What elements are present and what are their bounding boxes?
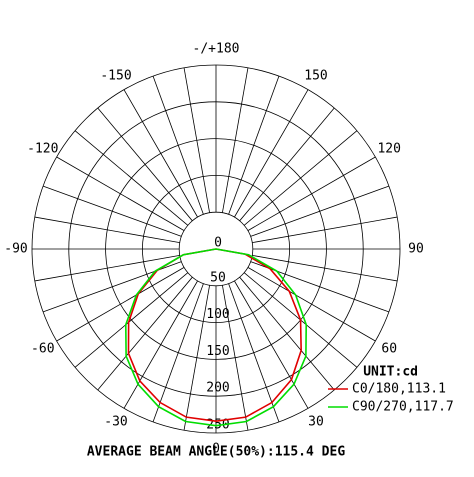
grid-spoke [234,89,309,218]
r-tick-label: 150 [206,344,229,359]
minor-spoke [228,75,280,215]
theta-tick-label: 30 [308,415,324,430]
series-line [124,248,308,427]
minor-spoke [228,283,280,423]
minor-spoke [239,276,335,391]
minor-spoke [221,67,249,213]
theta-tick-label: -/+180 [193,42,240,57]
r-tick-label: 50 [210,270,226,285]
legend-label: C0/180,113.1 [352,382,446,397]
minor-spoke [97,107,193,222]
minor-spoke [252,216,398,244]
minor-spoke [183,285,211,431]
theta-tick-label: 60 [381,342,397,357]
theta-tick-label: 0 [212,442,220,457]
series-line [127,248,302,423]
r-tick-label: 0 [214,236,222,251]
theta-tick-label: -30 [104,415,127,430]
minor-spoke [34,216,180,244]
grid-spoke [234,280,309,409]
minor-spoke [42,185,182,237]
minor-spoke [97,276,193,391]
theta-tick-label: -120 [27,142,58,157]
theta-tick-label: 150 [304,68,327,83]
minor-spoke [74,130,189,226]
minor-spoke [239,107,335,222]
grid-spoke [56,156,185,231]
minor-spoke [34,254,180,282]
minor-spoke [243,130,358,226]
unit-label: UNIT:cd [363,365,418,380]
r-tick-label: 200 [206,381,229,396]
r-tick-label: 100 [206,307,229,322]
grid-spoke [247,156,376,231]
theta-tick-label: 120 [377,142,400,157]
minor-spoke [74,272,189,368]
theta-tick-label: -90 [4,242,27,257]
minor-spoke [252,254,398,282]
minor-spoke [183,67,211,213]
legend-label: C90/270,117.7 [352,400,454,415]
grid-spoke [56,267,185,342]
theta-tick-label: -150 [100,68,131,83]
minor-spoke [250,185,390,237]
minor-spoke [152,283,204,423]
chart-title: AVERAGE BEAM ANGLE(50%):115.4 DEG [87,445,345,460]
minor-spoke [152,75,204,215]
grid-spoke [123,89,198,218]
grid-spoke [247,267,376,342]
theta-tick-label: 90 [408,242,424,257]
minor-spoke [221,285,249,431]
grid-spoke [123,280,198,409]
theta-tick-label: -60 [31,342,54,357]
